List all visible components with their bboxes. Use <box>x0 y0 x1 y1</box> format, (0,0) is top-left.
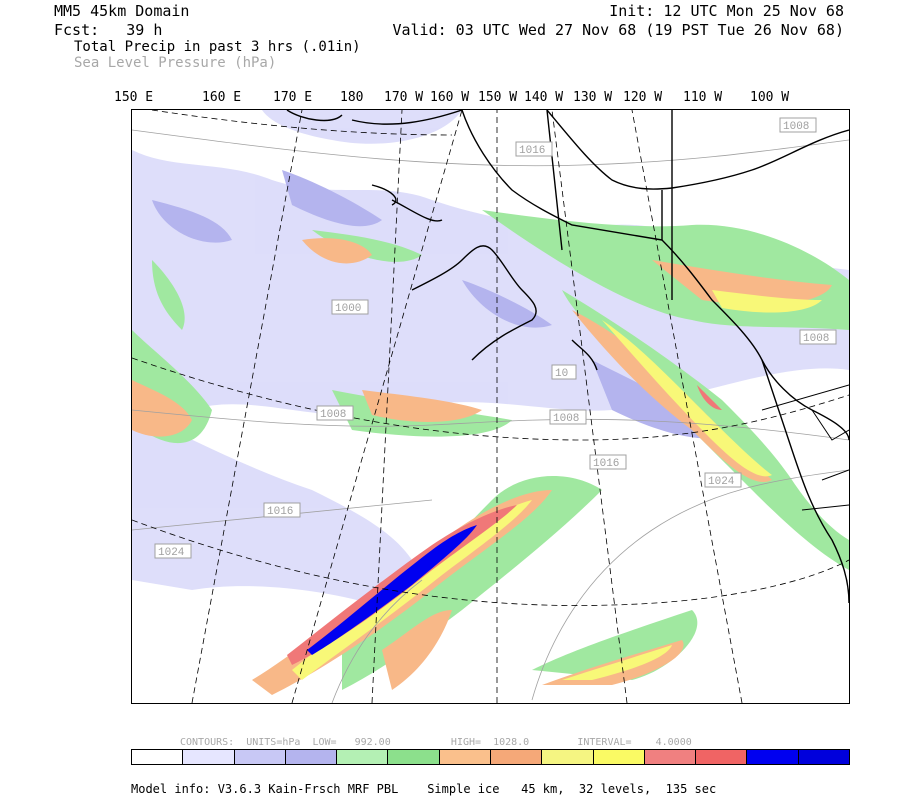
colorbar-swatch <box>439 750 491 764</box>
lon-label: 180 <box>340 90 364 105</box>
init-time: Init: 12 UTC Mon 25 Nov 68 <box>609 2 844 20</box>
map-svg: 1008 1016 1000 1008 1016 1008 1008 1016 … <box>132 110 849 703</box>
colorbar-swatch <box>490 750 543 764</box>
heavy-precip-core <box>307 525 477 655</box>
isobar-label: 1024 <box>158 547 185 559</box>
colorbar-swatch <box>285 750 338 764</box>
colorbar-swatch <box>696 750 748 764</box>
lon-label: 170 W <box>384 90 424 105</box>
model-info: Model info: V3.6.3 Kain-Frsch MRF PBL Si… <box>131 782 717 796</box>
isobar-label: 1008 <box>783 121 809 133</box>
forecast-hour: Fcst: 39 h <box>54 21 163 39</box>
contour-info: CONTOURS: UNITS=hPa LOW= 992.00 HIGH= 10… <box>180 737 692 748</box>
isobar-label: 1016 <box>593 458 619 470</box>
isobar-label: 1000 <box>335 303 361 315</box>
isobar-label: 1008 <box>553 413 579 425</box>
lon-label: 150 W <box>478 90 518 105</box>
lon-label: 100 W <box>750 90 790 105</box>
lon-label: 170 E <box>273 90 313 105</box>
yellow-precip-areas <box>292 290 822 680</box>
isobar-label: 1024 <box>708 476 735 488</box>
field-slp-label: Sea Level Pressure (hPa) <box>74 55 277 71</box>
colorbar-swatch <box>183 750 235 764</box>
domain-title: MM5 45km Domain <box>54 2 190 20</box>
colorbar-swatch <box>593 750 645 764</box>
isobar-label: 1008 <box>320 409 346 421</box>
color-legend <box>131 749 850 765</box>
coastlines <box>286 110 849 604</box>
valid-time: Valid: 03 UTC Wed 27 Nov 68 (19 PST Tue … <box>392 21 844 39</box>
isobar-label: 1016 <box>267 506 293 518</box>
colorbar-swatch <box>234 750 286 764</box>
isobar-label: 1016 <box>519 145 545 157</box>
colorbar-swatch <box>337 750 389 764</box>
isobar-label: 10 <box>555 368 568 380</box>
lon-label: 150 E <box>114 90 154 105</box>
colorbar-swatch <box>747 750 799 764</box>
colorbar-swatch <box>388 750 440 764</box>
colorbar-swatch <box>132 750 184 764</box>
lat-lon-grid <box>132 110 849 703</box>
lon-label: 160 E <box>202 90 242 105</box>
isobar-labels: 1008 1016 1000 1008 1016 1008 1008 1016 … <box>154 117 837 559</box>
isobar-label: 1008 <box>803 333 829 345</box>
lon-label: 140 W <box>524 90 564 105</box>
field-precip-label: Total Precip in past 3 hrs (.01in) <box>74 39 361 55</box>
lon-label: 120 W <box>623 90 663 105</box>
colorbar-swatch <box>798 750 849 764</box>
lon-label: 160 W <box>430 90 470 105</box>
lon-label: 110 W <box>683 90 723 105</box>
precip-map[interactable]: 1008 1016 1000 1008 1016 1008 1008 1016 … <box>131 109 850 704</box>
political-borders <box>761 384 849 511</box>
colorbar-swatch <box>542 750 594 764</box>
lon-label: 130 W <box>573 90 613 105</box>
colorbar-swatch <box>644 750 697 764</box>
